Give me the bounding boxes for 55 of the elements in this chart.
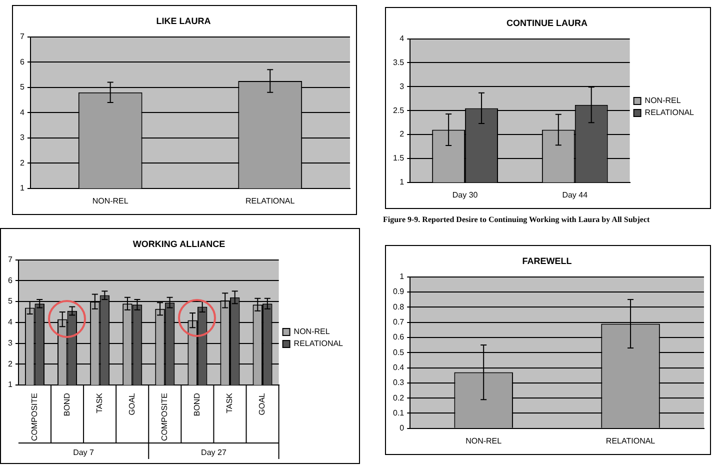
y-tick-label: 0.2 (392, 393, 405, 402)
y-tick-label: 6 (20, 57, 25, 66)
y-tick-label: 6 (8, 276, 13, 285)
y-tick-label: 0.7 (392, 317, 405, 326)
y-tick-label: 0.8 (392, 302, 405, 312)
y-tick-label: 3 (20, 133, 25, 142)
y-tick-label: 7 (8, 255, 13, 264)
y-tick-label: 0.4 (392, 362, 405, 372)
y-tick-label: 0.6 (392, 332, 405, 342)
y-tick-label: 1 (8, 380, 13, 390)
text: Day 27 (201, 448, 227, 458)
y-tick-label: 1 (20, 184, 25, 193)
chart-title: CONTINUE LAURA (506, 18, 588, 28)
y-tick-label: 2 (8, 359, 13, 368)
y-tick-label: 1.5 (392, 154, 405, 163)
y-tick-label: 5 (20, 82, 25, 92)
legend-label: RELATIONAL (294, 339, 344, 348)
y-tick-label: 2 (20, 158, 25, 168)
x-tick-label: NON-REL (466, 436, 502, 446)
y-tick-label: 4 (20, 108, 25, 117)
caption: Figure 9-9. Reported Desire to Continuing Working with Laura by All Subject (383, 215, 650, 224)
y-tick-label: 0.1 (392, 408, 405, 418)
y-tick-label: 7 (20, 32, 25, 42)
x-tick-label: TASK (225, 392, 234, 414)
y-tick-label: 0.9 (392, 287, 405, 296)
legend-label: NON-REL (644, 96, 682, 106)
y-tick-label: 0.3 (392, 378, 405, 388)
y-tick-label: 2.5 (392, 106, 405, 115)
x-tick-label: BOND (62, 392, 72, 416)
y-tick-label: 1 (400, 178, 405, 187)
y-tick-label: 0.5 (392, 348, 405, 357)
legend-label: NON-REL (294, 327, 330, 336)
y-tick-label: 0 (400, 424, 405, 433)
y-tick-label: 1 (400, 272, 405, 282)
x-tick-label: Day 44 (562, 190, 588, 200)
y-tick-label: 2 (400, 130, 405, 139)
text: Day 7 (73, 448, 95, 458)
y-tick-label: 5 (8, 296, 13, 306)
y-tick-label: 3.5 (392, 58, 405, 67)
legend-label: RELATIONAL (644, 108, 695, 118)
chart-title: WORKING ALLIANCE (132, 238, 226, 249)
chart-title: FAREWELL (522, 256, 572, 266)
x-tick-label: TASK (95, 392, 104, 414)
x-tick-label: GOAL (258, 392, 267, 416)
x-tick-label: RELATIONAL (606, 436, 656, 446)
x-tick-label: BOND (192, 392, 202, 416)
y-tick-label: 4 (400, 34, 405, 44)
x-tick-label: COMPOSITE (160, 392, 170, 442)
y-tick-label: 4 (8, 318, 13, 327)
y-tick-label: 3 (8, 338, 13, 348)
x-tick-label: Day 30 (452, 190, 478, 200)
x-tick-label: GOAL (128, 392, 137, 416)
chart-title: LIKE LAURA (156, 16, 212, 26)
y-tick-label: 3 (400, 82, 405, 91)
x-tick-label: COMPOSITE (30, 392, 39, 442)
